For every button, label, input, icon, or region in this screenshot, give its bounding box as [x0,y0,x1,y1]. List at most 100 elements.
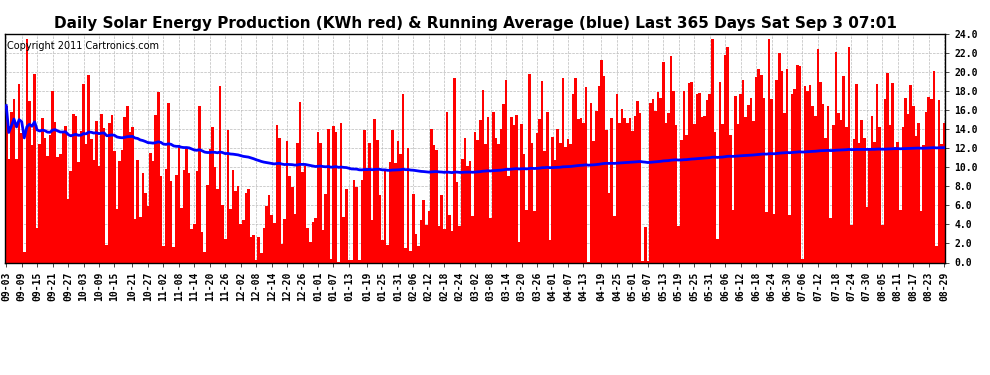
Bar [13,99,15,262]
Bar [343,217,346,262]
Bar [925,111,928,262]
Bar [729,135,732,262]
Bar [275,125,278,262]
Bar [659,98,662,262]
Bar [569,144,572,262]
Bar [177,146,180,262]
Bar [500,129,502,262]
Bar [151,161,154,262]
Bar [603,76,605,262]
Bar [749,98,752,262]
Bar [314,217,317,262]
Bar [740,94,742,262]
Bar [214,166,216,262]
Bar [804,87,806,262]
Bar [566,139,569,262]
Bar [474,132,476,262]
Bar [685,135,688,262]
Bar [897,142,899,262]
Bar [350,260,352,262]
Bar [711,39,714,262]
Bar [453,78,455,262]
Bar [852,139,855,262]
Bar [476,140,479,262]
Bar [762,98,765,262]
Bar [34,74,36,262]
Bar [8,159,10,262]
Bar [335,132,338,262]
Bar [368,143,371,262]
Bar [760,75,762,262]
Bar [436,150,438,262]
Bar [497,144,500,262]
Bar [142,172,145,262]
Bar [541,81,544,262]
Bar [471,216,474,262]
Bar [333,126,335,262]
Bar [74,116,77,262]
Bar [709,94,711,262]
Bar [175,175,177,262]
Bar [257,237,260,262]
Bar [235,191,237,262]
Bar [312,222,314,262]
Bar [47,156,49,262]
Bar [688,82,690,262]
Bar [347,260,350,262]
Bar [145,194,147,262]
Bar [44,138,47,262]
Bar [706,100,709,262]
Bar [799,66,801,262]
Bar [399,154,402,262]
Bar [327,129,330,262]
Bar [840,120,842,262]
Bar [616,94,618,262]
Bar [487,117,489,262]
Bar [561,78,564,262]
Bar [352,180,355,262]
Bar [240,224,242,262]
Bar [461,159,463,262]
Bar [672,91,675,262]
Bar [59,154,61,262]
Bar [513,125,515,262]
Bar [286,141,288,262]
Bar [505,80,508,262]
Bar [518,242,521,262]
Bar [23,252,26,262]
Bar [917,123,920,262]
Bar [724,55,727,262]
Bar [224,239,227,262]
Bar [410,251,412,262]
Bar [631,130,634,262]
Bar [572,93,574,262]
Bar [482,90,484,262]
Bar [775,80,778,262]
Bar [871,116,873,262]
Bar [425,225,428,262]
Bar [394,163,397,262]
Bar [273,223,275,262]
Bar [933,71,936,262]
Bar [786,69,788,262]
Bar [881,225,884,262]
Bar [515,114,518,262]
Bar [551,137,553,262]
Bar [254,260,257,262]
Bar [592,141,595,262]
Bar [291,187,294,262]
Bar [613,216,616,262]
Bar [940,144,942,262]
Bar [855,84,858,262]
Bar [767,39,770,262]
Bar [41,118,44,262]
Bar [732,210,735,262]
Bar [249,237,252,262]
Bar [237,186,240,262]
Bar [942,123,945,262]
Bar [716,239,719,262]
Bar [907,114,910,262]
Bar [930,99,933,262]
Bar [283,219,286,262]
Bar [229,210,232,262]
